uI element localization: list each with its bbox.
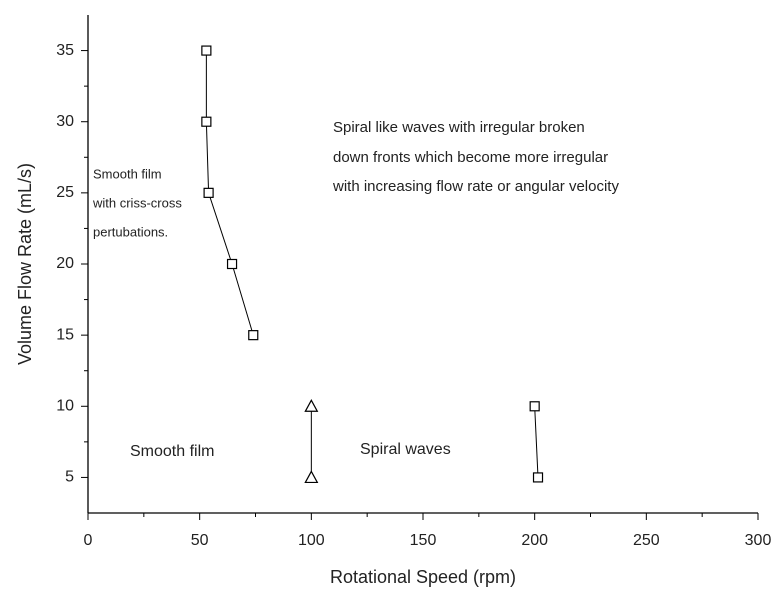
point <box>201 116 212 127</box>
point <box>201 45 212 56</box>
annotation: Spiral like waves with irregular broken <box>333 119 585 136</box>
y-tick-label: 30 <box>56 113 74 130</box>
y-tick-label: 15 <box>56 326 74 343</box>
y-axis-title: Volume Flow Rate (mL/s) <box>15 163 35 365</box>
point <box>304 399 319 412</box>
annotation: down fronts which become more irregular <box>333 149 608 166</box>
annotation: pertubations. <box>93 224 168 239</box>
y-tick-label: 35 <box>56 42 74 59</box>
point <box>226 258 238 270</box>
x-tick-label: 150 <box>410 532 437 549</box>
x-tick-label: 50 <box>191 532 209 549</box>
x-tick-label: 300 <box>745 532 772 549</box>
x-tick-label: 250 <box>633 532 660 549</box>
annotation: Spiral waves <box>360 441 451 458</box>
y-tick-label: 10 <box>56 398 74 415</box>
y-tick-label: 20 <box>56 255 74 272</box>
x-tick-label: 100 <box>298 532 325 549</box>
y-tick-label: 5 <box>65 469 74 486</box>
x-axis-title: Rotational Speed (rpm) <box>330 567 516 587</box>
point <box>304 470 319 484</box>
point <box>248 330 259 341</box>
point <box>532 472 544 483</box>
annotation: with criss-cross <box>92 195 182 210</box>
y-tick-label: 25 <box>56 184 74 201</box>
series-line <box>534 406 539 478</box>
annotation: Smooth film <box>93 166 162 181</box>
point <box>529 401 540 412</box>
point <box>203 187 214 198</box>
x-tick-label: 200 <box>521 532 548 549</box>
annotation: Smooth film <box>130 443 214 460</box>
annotation: with increasing flow rate or angular vel… <box>332 178 619 195</box>
x-tick-label: 0 <box>84 532 93 549</box>
